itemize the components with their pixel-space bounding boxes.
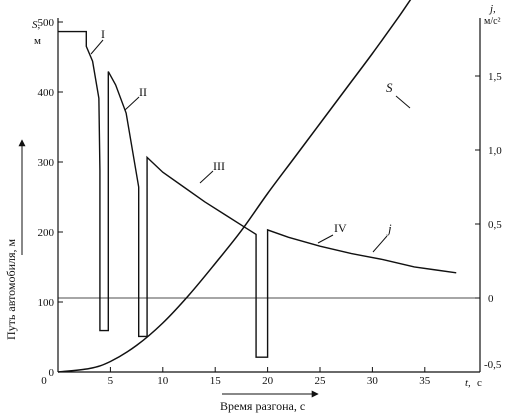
- gear-label-4-leader: [317, 234, 334, 244]
- gear-label-1: I: [101, 27, 105, 41]
- right-axis-unit: м/с²: [484, 16, 501, 27]
- gear-label-3-leader: [199, 170, 214, 184]
- curve-label-s-leader: [395, 95, 411, 109]
- x-tick-label: 25: [315, 375, 327, 387]
- left-tick-label: 100: [38, 297, 55, 309]
- x-axis-title: Время разгона, с: [220, 399, 305, 413]
- acceleration-series-j: [58, 30, 457, 358]
- right-tick-label: 0: [488, 293, 494, 305]
- x-tick-label: 10: [157, 375, 169, 387]
- x-tick-label: 20: [262, 375, 274, 387]
- x-tick-label: 30: [367, 375, 379, 387]
- right-axis-bottom-label: -0,5: [484, 359, 502, 371]
- left-tick-label: 400: [38, 87, 55, 99]
- left-tick-label: 300: [38, 157, 55, 169]
- gear-label-2: II: [139, 85, 147, 99]
- x-tick-label: 5: [108, 375, 114, 387]
- x-tick-label: 35: [419, 375, 431, 387]
- gear-label-1-leader: [90, 39, 104, 55]
- right-tick-label: 1,0: [488, 145, 502, 157]
- left-axis-title: Путь автомобиля, м: [4, 238, 18, 340]
- gear-label-4: IV: [334, 221, 347, 235]
- x-axis-unit: с: [477, 377, 482, 389]
- left-tick-label: 0: [49, 367, 55, 379]
- curve-label-j: j: [386, 221, 392, 236]
- gear-label-3: III: [213, 159, 225, 173]
- left-tick-label: 500: [38, 17, 55, 29]
- right-tick-label: 0,5: [488, 219, 502, 231]
- right-tick-label: 1,5: [488, 71, 502, 83]
- right-axis-ticks: 0 0,5 1,0 1,5: [475, 71, 502, 305]
- left-axis-ticks: 0 100 200 300 400 500: [38, 17, 63, 379]
- x-axis-ticks: 0 5 10 15 20 25 30 35: [41, 367, 431, 387]
- curve-label-j-leader: [372, 235, 388, 253]
- x-tick-label: 0: [41, 375, 47, 387]
- left-axis-symbol: S,: [32, 19, 41, 31]
- x-tick-label: 15: [210, 375, 222, 387]
- curve-label-s: S: [386, 80, 393, 95]
- distance-series-s: [57, 0, 412, 373]
- gear-label-2-leader: [124, 96, 140, 111]
- x-axis-symbol: t,: [465, 377, 471, 389]
- left-tick-label: 200: [38, 227, 55, 239]
- right-axis-symbol: j,: [488, 3, 496, 15]
- left-axis-unit: м: [34, 35, 41, 47]
